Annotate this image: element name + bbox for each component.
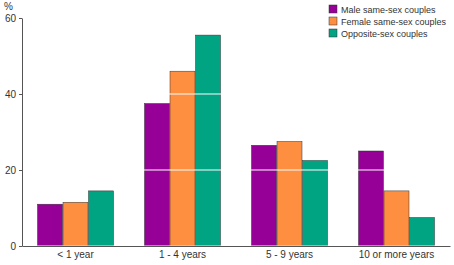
bar [251, 145, 276, 246]
y-tick-mark [19, 246, 22, 247]
legend-swatch [329, 5, 337, 13]
y-axis: 0 20 40 60 [5, 13, 23, 252]
y-tick-label: 0 [10, 241, 16, 252]
y-tick: 20 [5, 165, 22, 176]
x-tick-label: 5 - 9 years [266, 249, 313, 260]
y-tick: 40 [5, 89, 22, 100]
y-axis-title: % [4, 1, 13, 12]
bar [410, 218, 435, 247]
x-tick-label: 1 - 4 years [159, 249, 206, 260]
legend-label: Opposite-sex couples [341, 29, 428, 39]
legend-entry: Opposite-sex couples [329, 29, 428, 39]
x-tick-label: < 1 year [57, 249, 94, 260]
bar [144, 104, 169, 247]
y-tick-label: 60 [5, 13, 17, 24]
y-tick-label: 20 [5, 165, 17, 176]
x-tick: 1 - 4 years [159, 246, 206, 260]
bar [303, 161, 328, 247]
x-tick: < 1 year [57, 246, 94, 260]
bars [37, 35, 434, 246]
x-tick: 10 or more years [359, 246, 435, 260]
bar [277, 142, 302, 247]
plot: 0 20 40 60 < 1 year 1 - 4 years 5 - 9 years 10 … [5, 13, 451, 260]
legend-label: Female same-sex couples [341, 17, 447, 27]
x-axis: < 1 year 1 - 4 years 5 - 9 years 10 or more… [23, 246, 451, 260]
bar [384, 191, 409, 246]
y-tick-mark [19, 94, 22, 95]
x-tick: 5 - 9 years [266, 246, 313, 260]
bar [358, 151, 383, 246]
y-tick-mark [19, 170, 22, 171]
grid-line [22, 246, 450, 247]
bar [170, 71, 195, 246]
y-axis-line [22, 19, 23, 247]
legend: Male same-sex couples Female same-sex cou… [329, 5, 447, 39]
bar [196, 35, 221, 246]
y-tick: 60 [5, 13, 22, 24]
grid [22, 18, 450, 246]
legend-entry: Male same-sex couples [329, 5, 436, 15]
legend-entry: Female same-sex couples [329, 17, 447, 27]
x-tick-label: 10 or more years [359, 249, 435, 260]
bar [37, 204, 62, 246]
bar [63, 202, 88, 246]
legend-label: Male same-sex couples [341, 5, 436, 15]
y-tick-label: 40 [5, 89, 17, 100]
grid-line [22, 94, 450, 95]
bar [89, 191, 114, 246]
legend-swatch [329, 17, 337, 25]
legend-swatch [329, 29, 337, 37]
y-tick: 0 [10, 241, 22, 252]
x-axis-line [23, 246, 451, 247]
chart: 0 20 40 60 < 1 year 1 - 4 years 5 - 9 years 10 … [0, 0, 454, 265]
grid-line [22, 170, 450, 171]
y-tick-mark [19, 18, 22, 19]
